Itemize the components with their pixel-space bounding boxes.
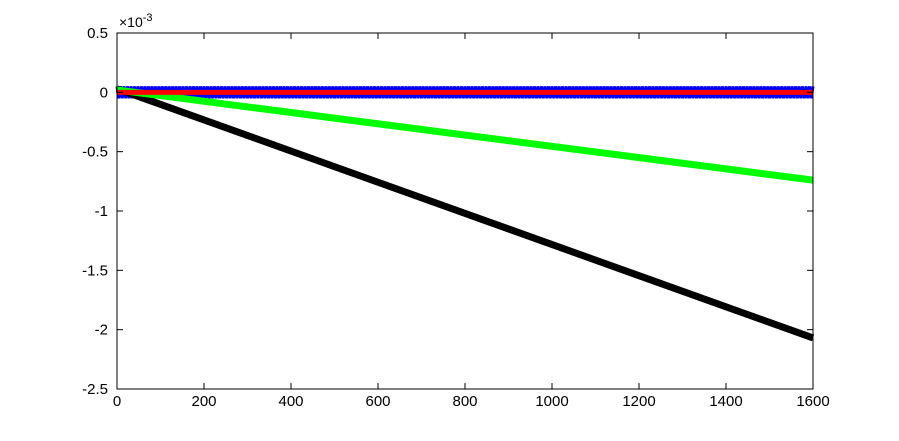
y-tick-label: -1 [95,203,108,220]
y-tick-label: 0 [100,84,108,101]
x-tick-label: 0 [113,393,121,410]
y-axis-exponent-power: -3 [143,12,153,24]
x-tick-label: 1400 [709,393,742,410]
x-tick-label: 1200 [622,393,655,410]
x-tick-label: 1000 [535,393,568,410]
y-axis-exponent-label: ×10-3 [119,12,153,30]
x-tick-label: 800 [452,393,477,410]
y-tick-label: 0.5 [87,25,108,42]
series-layer [115,85,815,342]
y-tick-label: -0.5 [82,144,108,161]
x-tick-label: 400 [278,393,303,410]
x-tick-label: 1600 [796,393,829,410]
ticks-layer: 0 200 400 600 800 1000 1200 1400 1600 0.5 0 -0.5 -1 -… [82,25,830,410]
series-black-line [115,85,815,342]
x-tick-label: 600 [365,393,390,410]
y-axis-exponent-base: ×10 [119,14,143,30]
x-tick-label: 200 [191,393,216,410]
y-tick-label: -2.5 [82,381,108,398]
y-tick-label: -1.5 [82,262,108,279]
series-green-line [116,86,814,184]
y-tick-label: -2 [95,322,108,339]
